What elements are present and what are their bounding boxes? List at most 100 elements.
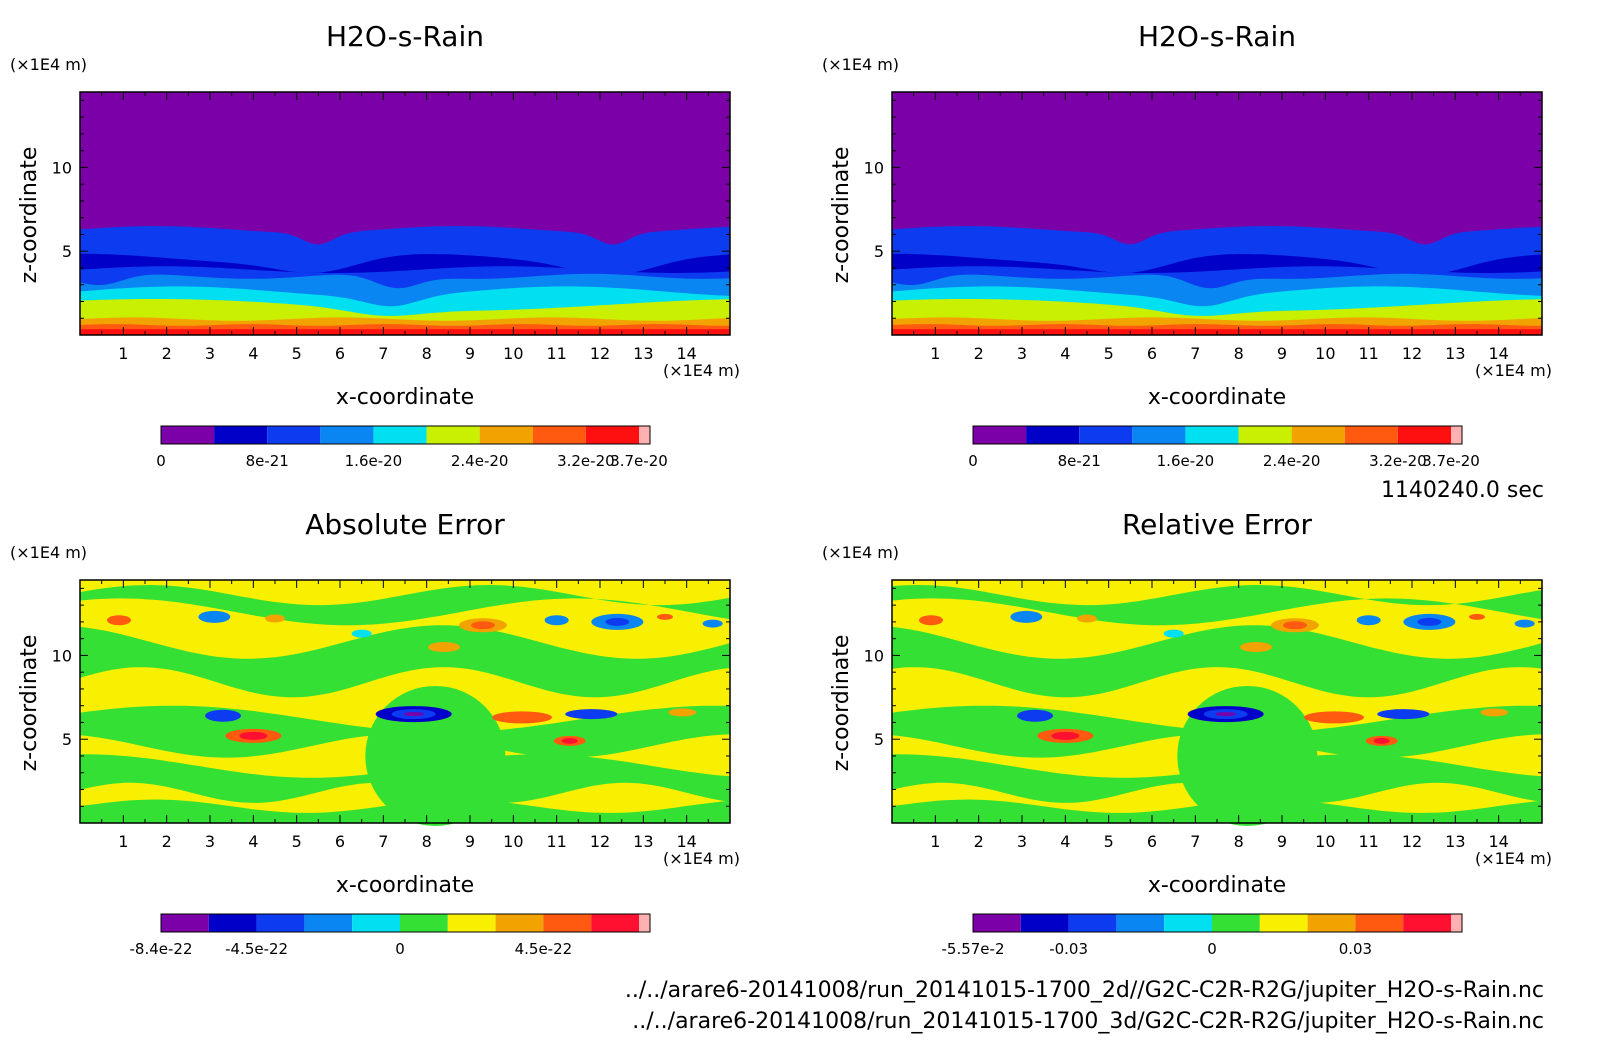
contour-blob-21 [1469, 613, 1485, 620]
x-tick-label: 13 [633, 344, 653, 363]
panel-title: Absolute Error [305, 508, 505, 541]
x-tick-label: 6 [1147, 832, 1157, 851]
x-tick-label: 9 [465, 344, 475, 363]
colorbar-swatch [1344, 426, 1398, 444]
x-tick-label: 14 [676, 344, 696, 363]
colorbar-swatch [1403, 914, 1451, 932]
x-tick-label: 7 [378, 344, 388, 363]
colorbar-tick-label: -8.4e-22 [130, 940, 193, 958]
y-unit-label: (×1E4 m) [10, 543, 87, 562]
x-tick-label: 13 [633, 832, 653, 851]
x-unit-label: (×1E4 m) [1475, 361, 1552, 380]
colorbar-swatch [1451, 426, 1462, 444]
x-tick-label: 11 [1358, 344, 1378, 363]
x-tick-label: 5 [1104, 344, 1114, 363]
x-tick-label: 5 [292, 344, 302, 363]
y-unit-label: (×1E4 m) [10, 55, 87, 74]
x-tick-label: 10 [503, 344, 523, 363]
colorbar-swatch [373, 426, 427, 444]
x-tick-label: 12 [590, 832, 610, 851]
colorbar-tick-label: 3.7e-20 [1422, 452, 1480, 470]
x-tick-label: 12 [590, 344, 610, 363]
colorbar-swatch [1238, 426, 1292, 444]
colorbar-tick-label: 4.5e-22 [515, 940, 573, 958]
contour-blob-12 [1283, 621, 1307, 630]
y-tick-label: 5 [874, 730, 884, 749]
x-tick-label: 14 [1488, 832, 1508, 851]
colorbar-swatch [1307, 914, 1356, 932]
contour-fill-negative-small-column [365, 685, 506, 826]
colorbar-tick-label: 0 [968, 452, 978, 470]
contour-blob-19 [1514, 619, 1535, 628]
panel-top-right: H2O-s-Rain (×1E4 m) 1 2 3 4 5 6 7 8 9 10 11 12 13 145… [822, 20, 1552, 470]
contour-blob-18 [1356, 615, 1381, 626]
contour-blob-8 [492, 711, 552, 724]
x-tick-label: 7 [1190, 832, 1200, 851]
colorbar-swatch [426, 426, 480, 444]
contour-blob-15 [1010, 610, 1043, 623]
footer-file-path-2: ../../arare6-20141008/run_20141015-1700_… [632, 1009, 1544, 1034]
contour-blob-17 [1077, 614, 1097, 623]
colorbar-tick-label: 1.6e-20 [1157, 452, 1215, 470]
colorbar-swatch [532, 426, 586, 444]
x-tick-label: 11 [546, 832, 566, 851]
x-tick-label: 10 [503, 832, 523, 851]
y-axis-label: z-coordinate [829, 147, 854, 284]
contour-blob-7 [1051, 731, 1080, 740]
colorbar-tick-label: 3.2e-20 [557, 452, 615, 470]
colorbar-swatch [1355, 914, 1404, 932]
colorbar-tick-label: 2.4e-20 [451, 452, 509, 470]
x-tick-label: 5 [1104, 832, 1114, 851]
colorbar-tick-label: -4.5e-22 [225, 940, 288, 958]
x-axis-label: x-coordinate [1148, 873, 1286, 898]
x-tick-label: 4 [1060, 832, 1070, 851]
y-unit-label: (×1E4 m) [822, 543, 899, 562]
colorbar-frame [160, 913, 651, 933]
x-unit-label: (×1E4 m) [1475, 849, 1552, 868]
colorbar: -5.57e-2 -0.03 0 0.03 [942, 913, 1463, 958]
colorbar-swatch [1026, 426, 1080, 444]
panel-bottom-left: Absolute Error (×1E4 m) 1 2 3 4 5 6 7 8 9 10 11 12 1… [10, 508, 740, 958]
contour-blob-3 [1017, 709, 1053, 722]
contour-blob-5 [1480, 708, 1509, 717]
y-axis-label: z-coordinate [17, 147, 42, 284]
x-tick-label: 2 [162, 344, 172, 363]
contour-blob-20 [1163, 629, 1184, 638]
colorbar-swatch [1212, 914, 1260, 932]
colorbar-swatch [1079, 426, 1133, 444]
x-tick-label: 8 [1234, 344, 1244, 363]
colorbar-frame [972, 425, 1463, 445]
x-tick-label: 3 [205, 832, 215, 851]
contour-fill-negative-small-1 [80, 625, 730, 698]
contour-blob-16 [107, 615, 131, 626]
contour-blob-10 [561, 737, 578, 744]
x-tick-label: 3 [1017, 344, 1027, 363]
x-tick-label: 5 [292, 832, 302, 851]
contour-blob-22 [1240, 642, 1272, 653]
x-tick-label: 10 [1315, 832, 1335, 851]
panel-title: Relative Error [1122, 508, 1313, 541]
colorbar: 0 8e-21 1.6e-20 2.4e-20 3.2e-203.7e-20 [156, 425, 668, 470]
colorbar-tick-label: 3.7e-20 [610, 452, 668, 470]
colorbar-frame [972, 913, 1463, 933]
x-tick-label: 4 [248, 344, 258, 363]
colorbar: -8.4e-22 -4.5e-22 0 4.5e-22 [130, 913, 651, 958]
colorbar-swatch [1164, 914, 1212, 932]
colorbar-tick-label: 0 [395, 940, 405, 958]
x-tick-label: 2 [974, 344, 984, 363]
contour-blob-16 [919, 615, 943, 626]
colorbar-tick-label: -0.03 [1049, 940, 1088, 958]
contour-blob-12 [471, 621, 495, 630]
contour-blob-5 [668, 708, 697, 717]
contour-blob-14 [605, 617, 630, 626]
colorbar-tick-label: 3.2e-20 [1369, 452, 1427, 470]
colorbar-swatch [161, 426, 215, 444]
x-tick-label: 8 [422, 832, 432, 851]
contour-blob-14 [1417, 617, 1442, 626]
y-axis-label: z-coordinate [829, 635, 854, 772]
colorbar-swatch [639, 914, 650, 932]
colorbar-swatch [267, 426, 321, 444]
